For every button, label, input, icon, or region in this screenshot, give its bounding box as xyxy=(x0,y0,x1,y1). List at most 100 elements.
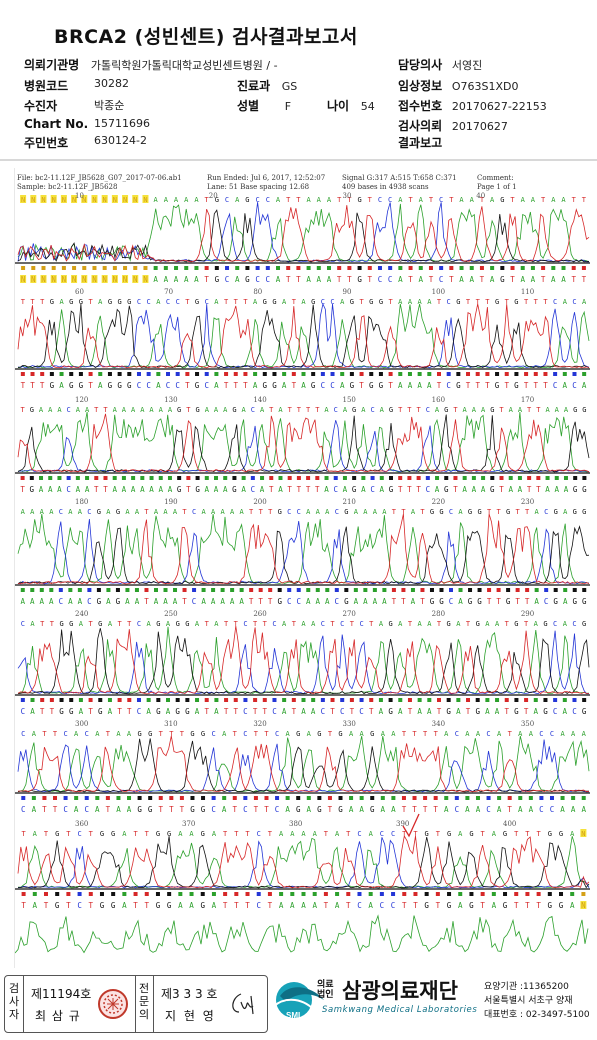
base-call-letter: T xyxy=(496,508,501,516)
base-call-letter: G xyxy=(514,620,518,628)
quality-bar xyxy=(359,796,364,800)
base-call-letter: T xyxy=(369,620,374,628)
quality-bar xyxy=(573,476,578,480)
base-call-letter: T xyxy=(534,298,539,306)
quality-bar xyxy=(211,588,216,592)
base-call-letter: G xyxy=(118,298,122,306)
quality-bar xyxy=(106,588,111,592)
base-call-letter: A xyxy=(49,508,54,516)
base-call-letter: A xyxy=(470,196,475,204)
position-label: 260 xyxy=(253,610,266,618)
doctor-value: 서영진 xyxy=(451,59,483,72)
base-call-letter: G xyxy=(201,730,205,738)
quality-bar xyxy=(296,266,301,270)
quality-bar xyxy=(311,698,316,702)
base-call-letter: T xyxy=(402,830,407,838)
base-call-letter: G xyxy=(554,508,558,516)
base-call-letter: A xyxy=(373,508,378,516)
base-call-letter: T xyxy=(453,485,458,494)
base-call-letter: A xyxy=(534,620,539,628)
base-call-letter: A xyxy=(311,620,316,628)
base-call-letter: A xyxy=(497,730,502,738)
base-call-letter: A xyxy=(427,381,432,390)
quality-bar xyxy=(517,476,522,480)
n-call-marker xyxy=(40,275,47,283)
base-call-letter: A xyxy=(560,805,565,814)
quality-bar xyxy=(338,796,343,800)
base-call-letter: G xyxy=(30,485,35,494)
base-call-letter: A xyxy=(306,508,311,516)
base-call-letter: T xyxy=(436,830,441,838)
base-call-letter: T xyxy=(433,805,438,814)
quality-bar xyxy=(255,266,260,270)
base-call-letter: A xyxy=(166,707,171,716)
base-call-letter: T xyxy=(21,830,26,838)
base-call-letter: A xyxy=(122,901,127,910)
quality-bar xyxy=(78,372,83,376)
base-call-letter: A xyxy=(125,597,130,606)
base-call-letter: A xyxy=(360,730,365,738)
base-call-letter: G xyxy=(548,901,553,910)
position-label: 150 xyxy=(343,396,356,404)
base-call-letter: A xyxy=(166,620,171,628)
base-call-letter: G xyxy=(352,485,357,494)
base-call-letter: G xyxy=(582,620,586,628)
quality-bar xyxy=(499,476,504,480)
base-call-letter: A xyxy=(531,275,536,284)
base-call-letter: A xyxy=(555,485,560,494)
quality-bar xyxy=(39,588,44,592)
trace-c xyxy=(17,302,590,369)
base-call-letter: A xyxy=(418,298,423,306)
base-call-letter: N xyxy=(72,196,76,204)
quality-bar xyxy=(391,588,396,592)
quality-bar xyxy=(282,372,287,376)
quality-bar xyxy=(525,892,530,896)
quality-bar xyxy=(545,476,550,480)
base-call-letter: A xyxy=(135,597,140,606)
quality-bar xyxy=(572,588,577,592)
base-call-letter: C xyxy=(287,597,292,606)
base-call-letter: A xyxy=(361,406,366,414)
quality-bar xyxy=(553,372,558,376)
base-call-letter: T xyxy=(510,196,515,204)
quality-bar xyxy=(75,476,80,480)
base-call-letter: T xyxy=(408,620,413,628)
base-call-letter: T xyxy=(258,597,263,606)
base-call-letter: A xyxy=(131,406,136,414)
position-label: 10 xyxy=(75,192,84,200)
quality-bar xyxy=(427,372,432,376)
quality-bar xyxy=(340,698,345,702)
base-call-letter: T xyxy=(402,901,407,910)
base-call-letter: A xyxy=(30,707,35,716)
base-call-letter: C xyxy=(378,196,382,204)
quality-bar xyxy=(20,476,25,480)
quality-bar xyxy=(487,588,492,592)
base-call-letter: A xyxy=(535,508,540,516)
base-call-letter: A xyxy=(485,620,490,628)
base-call-letter: T xyxy=(297,485,302,494)
quality-bar xyxy=(315,588,320,592)
base-call-letter: A xyxy=(32,805,37,814)
base-call-letter: A xyxy=(481,406,486,414)
request-date-label: 검사의뢰 xyxy=(398,119,443,133)
quality-bar xyxy=(349,796,354,800)
quality-bar xyxy=(536,476,541,480)
base-call-letter: A xyxy=(223,485,228,494)
base-call-letter: T xyxy=(145,830,150,838)
base-call-letter: T xyxy=(234,901,239,910)
n-call-marker xyxy=(71,195,78,203)
base-call-letter: A xyxy=(276,275,281,284)
base-call-letter: A xyxy=(408,298,413,306)
base-call-letter: A xyxy=(235,196,240,204)
quality-bar xyxy=(123,266,128,270)
n-call-marker xyxy=(101,195,108,203)
base-call-letter: G xyxy=(108,298,112,306)
trace-g xyxy=(17,209,590,263)
base-call-letter: A xyxy=(282,620,287,628)
base-call-letter: A xyxy=(214,406,219,414)
base-call-letter: A xyxy=(316,597,321,606)
base-call-letter: G xyxy=(444,406,448,414)
quality-bar xyxy=(363,588,368,592)
quality-bar xyxy=(58,588,63,592)
quality-bar xyxy=(61,266,66,270)
